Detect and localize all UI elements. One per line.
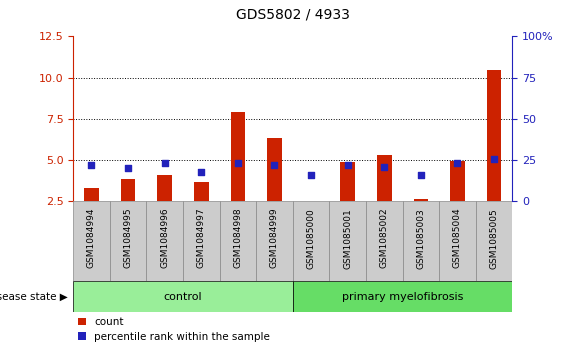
Legend: count, percentile rank within the sample: count, percentile rank within the sample	[78, 317, 270, 342]
Bar	[84, 188, 99, 201]
Bar	[340, 162, 355, 201]
Bar	[293, 281, 512, 312]
Point	[379, 164, 388, 170]
Text: GSM1085004: GSM1085004	[453, 208, 462, 269]
Point	[417, 172, 426, 178]
Bar	[146, 201, 183, 281]
Text: primary myelofibrosis: primary myelofibrosis	[342, 292, 463, 302]
Text: GSM1085002: GSM1085002	[380, 208, 388, 269]
Point	[234, 160, 243, 166]
Bar	[183, 201, 220, 281]
Bar	[73, 281, 293, 312]
Text: control: control	[164, 292, 202, 302]
Bar	[194, 183, 208, 201]
Text: GSM1084994: GSM1084994	[87, 208, 96, 268]
Bar	[110, 201, 146, 281]
Bar	[256, 201, 293, 281]
Text: GSM1085003: GSM1085003	[417, 208, 425, 269]
Point	[489, 156, 499, 162]
Text: GSM1084997: GSM1084997	[197, 208, 205, 269]
Bar	[450, 161, 465, 201]
Bar	[439, 201, 476, 281]
Bar	[220, 201, 256, 281]
Bar	[267, 138, 282, 201]
Bar	[486, 70, 502, 201]
Bar	[293, 201, 329, 281]
Text: GSM1085000: GSM1085000	[307, 208, 315, 269]
Point	[123, 166, 133, 171]
Point	[87, 162, 96, 168]
Point	[453, 160, 462, 166]
Text: GSM1084999: GSM1084999	[270, 208, 279, 269]
Bar	[377, 155, 392, 201]
Text: disease state ▶: disease state ▶	[0, 292, 68, 302]
Text: GSM1085005: GSM1085005	[490, 208, 498, 269]
Point	[197, 169, 206, 175]
Bar	[157, 175, 172, 201]
Text: GSM1084995: GSM1084995	[124, 208, 132, 269]
Bar	[120, 179, 136, 201]
Point	[160, 160, 169, 166]
Bar	[73, 201, 110, 281]
Bar	[476, 201, 512, 281]
Bar	[329, 201, 366, 281]
Text: GDS5802 / 4933: GDS5802 / 4933	[236, 8, 350, 22]
Text: GSM1084996: GSM1084996	[160, 208, 169, 269]
Point	[270, 162, 279, 168]
Text: GSM1085001: GSM1085001	[343, 208, 352, 269]
Point	[343, 162, 352, 168]
Bar	[413, 199, 428, 201]
Text: GSM1084998: GSM1084998	[234, 208, 242, 269]
Bar	[231, 112, 245, 201]
Bar	[403, 201, 439, 281]
Bar	[366, 201, 403, 281]
Point	[306, 172, 315, 178]
